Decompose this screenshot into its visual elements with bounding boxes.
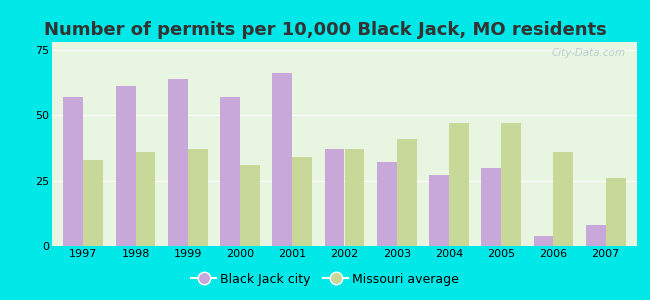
Bar xyxy=(377,162,396,246)
Bar xyxy=(64,97,83,246)
Bar xyxy=(606,178,625,246)
Bar xyxy=(136,152,155,246)
Bar xyxy=(168,79,188,246)
Bar xyxy=(482,167,501,246)
Legend: Black Jack city, Missouri average: Black Jack city, Missouri average xyxy=(187,268,463,291)
Bar xyxy=(83,160,103,246)
Bar xyxy=(586,225,606,246)
Bar xyxy=(324,149,345,246)
Bar xyxy=(344,149,365,246)
Bar xyxy=(501,123,521,246)
Text: Number of permits per 10,000 Black Jack, MO residents: Number of permits per 10,000 Black Jack,… xyxy=(44,21,606,39)
Bar xyxy=(240,165,260,246)
Bar xyxy=(534,236,553,246)
Text: City-Data.com: City-Data.com xyxy=(551,48,625,58)
Bar xyxy=(396,139,417,246)
Bar xyxy=(188,149,207,246)
Bar xyxy=(292,157,312,246)
Bar xyxy=(116,86,136,246)
Bar xyxy=(220,97,240,246)
Bar xyxy=(449,123,469,246)
Bar xyxy=(272,74,292,246)
Bar xyxy=(553,152,573,246)
Bar xyxy=(429,176,449,246)
